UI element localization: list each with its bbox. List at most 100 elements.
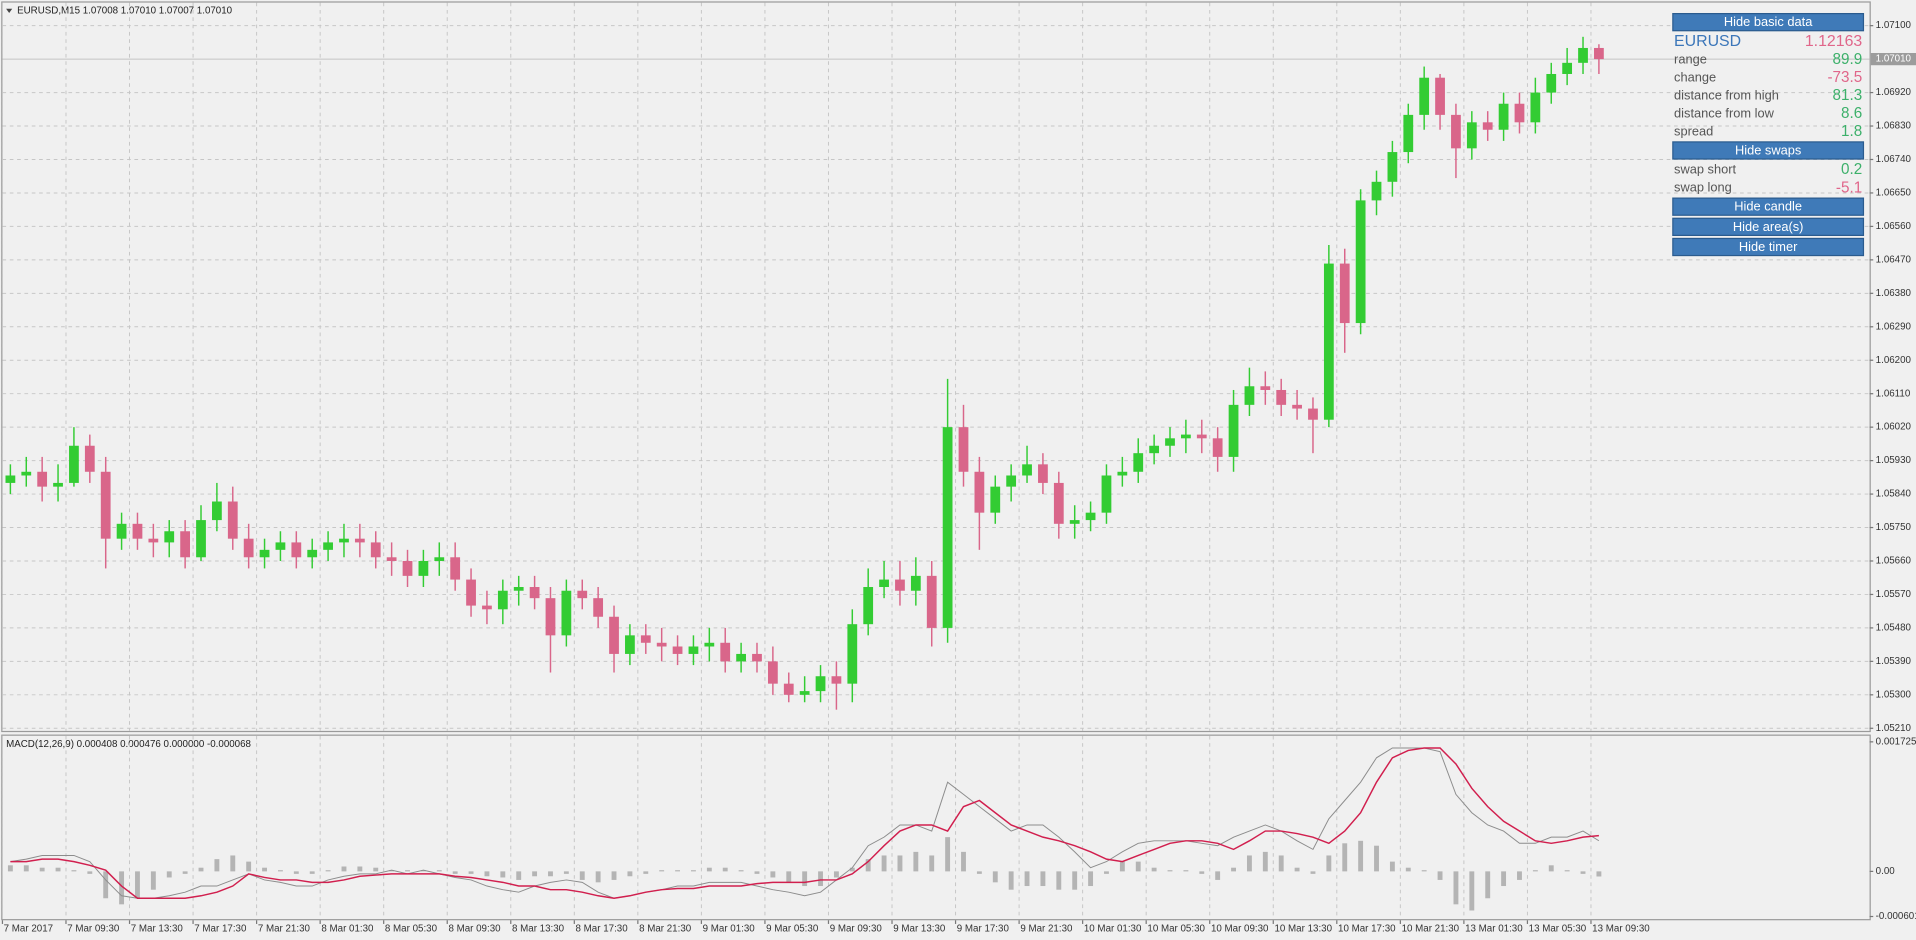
candle-body — [736, 653, 746, 662]
macd-histogram-bar — [1215, 871, 1221, 880]
panel-button[interactable]: Hide basic data — [1672, 12, 1865, 32]
panel-button[interactable]: Hide timer — [1672, 237, 1865, 257]
candle-body — [1514, 103, 1525, 123]
candle-body — [688, 646, 699, 654]
row-label: distance from high — [1674, 87, 1779, 102]
candle-body — [1085, 512, 1096, 521]
y-tick-label: 1.05930 — [1876, 455, 1912, 466]
button-label[interactable]: Hide area(s) — [1733, 219, 1804, 234]
macd-histogram-bar — [563, 871, 569, 874]
candle-body — [354, 538, 365, 543]
candle-body — [1530, 92, 1541, 123]
button-face[interactable] — [1672, 217, 1865, 236]
candle-body — [1006, 475, 1017, 487]
macd-histogram-bar — [1389, 861, 1395, 872]
macd-histogram-bar — [500, 871, 506, 878]
button-face[interactable] — [1672, 141, 1865, 160]
macd-histogram-bar — [325, 870, 331, 872]
macd-histogram-bar — [103, 871, 109, 899]
macd-histogram-bar — [1358, 840, 1364, 872]
candle-body — [1466, 122, 1477, 149]
macd-histogram-bar — [1310, 871, 1316, 874]
macd-histogram-bar — [1437, 871, 1443, 880]
candle-body — [291, 542, 302, 558]
macd-histogram-bar — [39, 867, 45, 872]
macd-histogram-bar — [1294, 867, 1300, 872]
macd-histogram-bar — [1088, 871, 1094, 887]
candle-body — [1276, 389, 1287, 405]
macd-histogram-bar — [659, 870, 665, 872]
macd-histogram-bar — [1453, 871, 1459, 905]
macd-histogram-bar — [929, 855, 935, 872]
button-label[interactable]: Hide swaps — [1735, 142, 1801, 157]
macd-histogram-bar — [865, 859, 871, 872]
candle-body — [1578, 47, 1588, 63]
macd-histogram-bar — [1246, 855, 1252, 872]
candle-body — [1038, 464, 1048, 483]
macd-histogram-bar — [230, 855, 236, 872]
candle-body — [577, 590, 588, 599]
menu-arrow[interactable] — [6, 8, 13, 13]
button-label[interactable]: Hide basic data — [1724, 14, 1813, 29]
row-value: 8.6 — [1841, 105, 1862, 122]
y-tick-label: 1.06560 — [1876, 221, 1912, 232]
row-value: 81.3 — [1833, 87, 1863, 104]
candle-body — [815, 676, 826, 692]
button-face[interactable] — [1672, 237, 1865, 257]
macd-histogram-bar — [166, 871, 172, 878]
macd-histogram-bar — [595, 871, 601, 883]
x-tick-label: 8 Mar 13:30 — [512, 923, 565, 934]
macd-histogram-bar — [1532, 870, 1538, 872]
candle-body — [831, 676, 842, 684]
button-label[interactable]: Hide candle — [1734, 199, 1802, 214]
macd-histogram-bar — [119, 871, 125, 905]
macd-histogram-bar — [1167, 870, 1173, 872]
candle-body — [21, 471, 32, 476]
macd-histogram-bar — [309, 871, 315, 874]
button-label[interactable]: Hide timer — [1739, 239, 1798, 254]
macd-histogram-bar — [1326, 855, 1332, 872]
candle-body — [1323, 263, 1334, 420]
x-tick-label: 9 Mar 05:30 — [766, 923, 819, 934]
macd-histogram-bar — [135, 871, 140, 899]
macd-histogram-bar — [786, 871, 792, 883]
macd-histogram-bar — [1469, 871, 1475, 911]
macd-histogram-bar — [818, 871, 823, 887]
candle-body — [1403, 114, 1414, 153]
macd-histogram-bar — [1278, 855, 1284, 872]
candle-body — [370, 542, 381, 558]
price-frame — [1, 1, 1871, 733]
x-tick-label: 7 Mar 21:30 — [258, 923, 311, 934]
y-tick-label: 1.05750 — [1876, 522, 1912, 533]
macd-histogram-bar — [722, 867, 728, 872]
button-face[interactable] — [1672, 12, 1865, 32]
y-tick-label: 0.00 — [1876, 866, 1896, 877]
panel-button[interactable]: Hide area(s) — [1672, 217, 1865, 236]
macd-histogram-bar — [1135, 861, 1141, 872]
candle-body — [1451, 114, 1461, 149]
macd-histogram-bar — [1596, 871, 1602, 877]
button-face[interactable] — [1672, 197, 1865, 216]
candle-body — [752, 653, 762, 662]
macd-histogram-bar — [611, 871, 617, 880]
y-tick-label: 1.06200 — [1876, 355, 1912, 366]
macd-histogram-bar — [23, 865, 29, 872]
y-tick-label: 1.06020 — [1876, 422, 1912, 433]
macd-histogram-bar — [706, 867, 712, 872]
candle-body — [910, 575, 921, 591]
symbol-price: 1.12163 — [1805, 33, 1863, 50]
candle-body — [1371, 181, 1382, 201]
macd-histogram-bar — [452, 871, 458, 874]
x-tick-label: 8 Mar 05:30 — [385, 923, 438, 934]
x-tick-label: 10 Mar 05:30 — [1147, 923, 1205, 934]
macd-histogram-bar — [1024, 871, 1030, 887]
candle-body — [1387, 152, 1398, 182]
candle-body — [1482, 122, 1493, 130]
panel-button[interactable]: Hide swaps — [1672, 141, 1865, 160]
macd-histogram-bar — [150, 871, 156, 890]
panel-button[interactable]: Hide candle — [1672, 197, 1865, 216]
macd-histogram-bar — [277, 870, 283, 872]
macd-histogram-bar — [849, 867, 855, 872]
